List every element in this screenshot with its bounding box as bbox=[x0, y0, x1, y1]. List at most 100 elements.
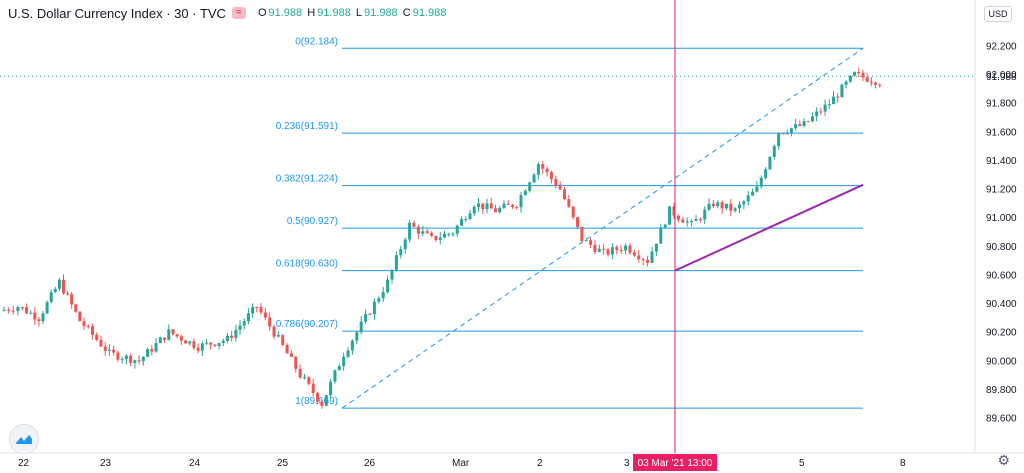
candle-body bbox=[563, 189, 566, 200]
candle-body bbox=[489, 203, 493, 209]
ohlc-readout: O 91.988 H 91.988 L 91.988 C 91.988 bbox=[258, 7, 448, 19]
candle-body bbox=[597, 248, 601, 252]
candle-body bbox=[580, 226, 584, 242]
candle-body bbox=[711, 203, 715, 207]
candle-body bbox=[624, 245, 628, 251]
candle-body bbox=[329, 381, 333, 396]
candle-body bbox=[421, 231, 425, 234]
price-tick-label: 91.600 bbox=[986, 127, 1017, 138]
candle-body bbox=[789, 128, 793, 133]
time-axis[interactable]: 2223242526Mar23458 bbox=[18, 458, 906, 469]
candle-body bbox=[70, 294, 74, 305]
candle-body bbox=[238, 325, 242, 330]
candle-body bbox=[810, 116, 814, 122]
candle-body bbox=[350, 340, 354, 351]
candle-body bbox=[368, 314, 372, 316]
candle-body bbox=[637, 255, 641, 260]
candle-body bbox=[464, 219, 468, 221]
candle-body bbox=[438, 237, 442, 240]
last-price-line: 91.988 bbox=[0, 72, 1017, 83]
candle-body bbox=[112, 349, 116, 353]
candle-body bbox=[844, 81, 848, 85]
candle-body bbox=[320, 401, 324, 406]
candle-body bbox=[225, 335, 229, 341]
time-tick-label: Mar bbox=[452, 458, 470, 469]
candle-body bbox=[690, 220, 694, 222]
candle-body bbox=[759, 177, 763, 187]
close-value: 91.988 bbox=[412, 7, 447, 19]
candle-body bbox=[777, 133, 781, 147]
trend-line[interactable] bbox=[674, 183, 864, 272]
candle-body bbox=[602, 248, 606, 250]
candle-body bbox=[477, 203, 480, 207]
candle-body bbox=[720, 202, 724, 209]
candle-body bbox=[519, 195, 523, 208]
candle-body bbox=[246, 313, 250, 322]
candle-body bbox=[184, 340, 188, 344]
candle-body bbox=[468, 213, 472, 220]
candle-body bbox=[66, 293, 70, 295]
candle-body bbox=[11, 310, 15, 312]
candle-body bbox=[545, 168, 549, 173]
candle-body bbox=[716, 202, 720, 207]
candle-body bbox=[272, 326, 276, 337]
candle-body bbox=[523, 190, 527, 196]
last-price-label: 91.988 bbox=[986, 72, 1017, 83]
price-tick-label: 90.600 bbox=[986, 270, 1017, 281]
symbol-title[interactable]: U.S. Dollar Currency Index · 30 · TVC bbox=[8, 5, 226, 21]
fib-retracement[interactable]: 0(92.184) 0.236(91.591) 0.382(91.224) 0.5(9… bbox=[276, 36, 864, 409]
candle-body bbox=[494, 208, 497, 213]
candle-body bbox=[659, 227, 663, 244]
candle-body bbox=[646, 259, 650, 263]
candle-body bbox=[755, 186, 759, 192]
candle-body bbox=[498, 207, 502, 213]
candle-body bbox=[251, 306, 255, 314]
fib-level-label: 0.382(91.224) bbox=[276, 174, 338, 185]
time-tick-label: 2 bbox=[537, 458, 543, 469]
price-tick-label: 89.600 bbox=[986, 414, 1017, 425]
price-tick-label: 91.800 bbox=[986, 99, 1017, 110]
candle-body bbox=[230, 335, 234, 338]
logo-icon bbox=[16, 435, 32, 444]
candle-body bbox=[541, 164, 545, 169]
candle-body bbox=[798, 124, 802, 126]
candle-body bbox=[281, 335, 285, 345]
time-tick-label: 26 bbox=[364, 458, 376, 469]
candle-body bbox=[377, 298, 381, 302]
fib-diagonal-line bbox=[341, 47, 864, 409]
candle-body bbox=[41, 313, 45, 322]
high-value: 91.988 bbox=[317, 7, 351, 19]
candle-body bbox=[167, 329, 171, 340]
candle-body bbox=[694, 219, 698, 221]
candle-body bbox=[764, 169, 768, 178]
candle-body bbox=[815, 111, 819, 117]
low-value: 91.988 bbox=[364, 7, 398, 19]
currency-button[interactable]: USD bbox=[984, 6, 1012, 22]
candle-body bbox=[33, 312, 37, 320]
candle-body bbox=[255, 306, 259, 308]
tradingview-logo[interactable] bbox=[9, 424, 39, 454]
candle-body bbox=[502, 203, 506, 208]
candle-body bbox=[610, 247, 614, 255]
candle-body bbox=[53, 288, 57, 293]
candle-body bbox=[412, 222, 416, 227]
candle-body bbox=[307, 377, 311, 384]
candle-body bbox=[857, 72, 861, 74]
candle-body bbox=[192, 341, 196, 348]
candle-body bbox=[628, 245, 632, 253]
candle-body bbox=[242, 321, 246, 326]
price-axis[interactable]: 92.200 92.000 91.800 91.600 91.400 91.200 91.0… bbox=[986, 42, 1017, 425]
candle-body bbox=[141, 356, 145, 362]
candle-body bbox=[823, 104, 827, 112]
candle-body bbox=[615, 247, 619, 250]
candle-body bbox=[832, 96, 835, 105]
candle-body bbox=[654, 243, 658, 252]
settings-gear-icon[interactable]: ⚙ bbox=[997, 452, 1010, 468]
market-status-badge[interactable]: ≈ bbox=[231, 7, 246, 19]
candle-body bbox=[154, 343, 158, 352]
candle-body bbox=[840, 84, 844, 98]
candle-body bbox=[171, 329, 175, 335]
price-tick-label: 90.800 bbox=[986, 242, 1017, 253]
candle-body bbox=[681, 219, 685, 223]
